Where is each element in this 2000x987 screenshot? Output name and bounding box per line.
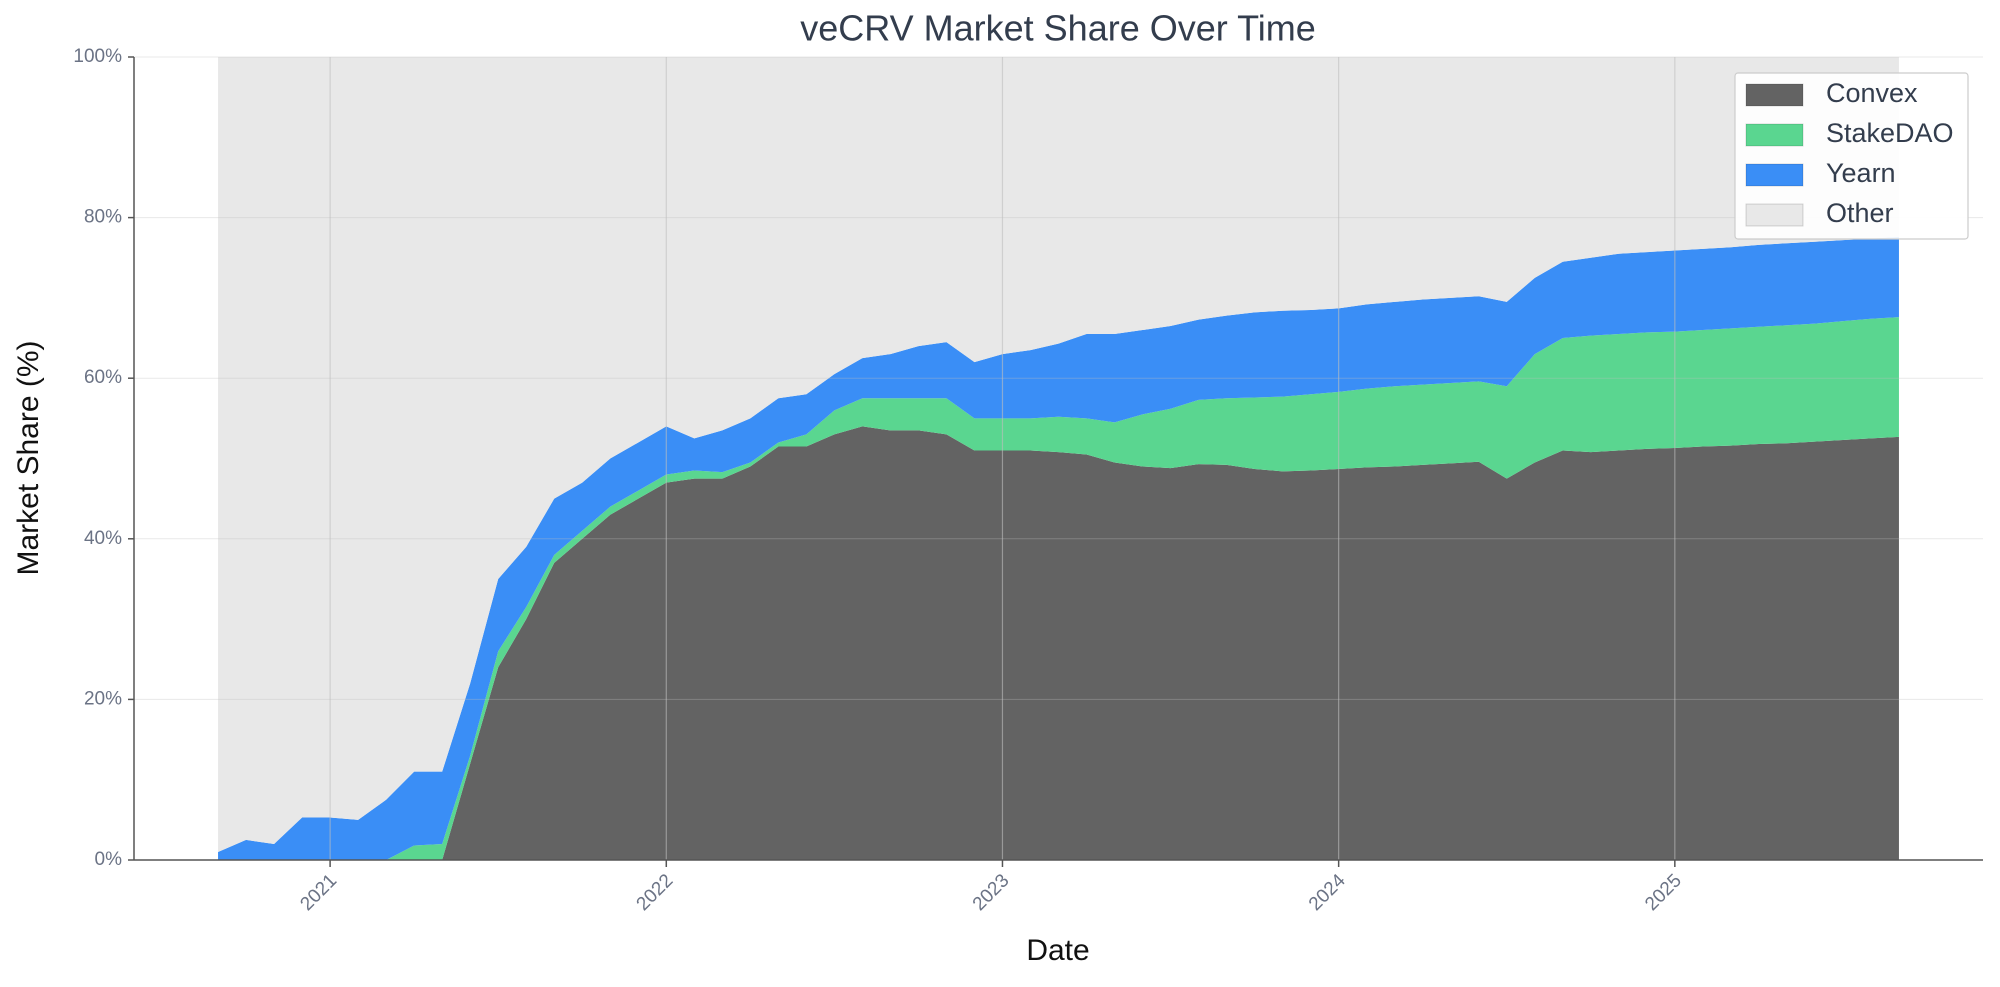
- x-axis-label: Date: [1026, 934, 1089, 967]
- y-tick-label: 40%: [84, 528, 122, 549]
- x-tick-label: 2021: [296, 870, 341, 915]
- legend-swatch: [1745, 163, 1804, 187]
- y-tick-label: 80%: [84, 207, 122, 228]
- legend-swatch: [1745, 83, 1804, 107]
- y-tick-label: 60%: [84, 367, 122, 388]
- legend-swatch: [1745, 203, 1804, 227]
- chart-title: veCRV Market Share Over Time: [800, 8, 1316, 49]
- y-tick-label: 0%: [95, 849, 123, 870]
- area: [218, 426, 1899, 860]
- legend-label: Yearn: [1826, 158, 1896, 188]
- y-axis-label: Market Share (%): [12, 340, 45, 575]
- legend-label: StakeDAO: [1826, 118, 1954, 148]
- legend: Convex StakeDAO Yearn Other: [1734, 72, 1969, 240]
- legend-label: Other: [1826, 198, 1894, 228]
- area: [218, 317, 1899, 860]
- legend-box: [1734, 72, 1969, 240]
- area: [218, 236, 1899, 860]
- x-tick-label: 2022: [633, 870, 678, 915]
- x-tick-label: 2023: [969, 870, 1014, 915]
- legend-label: Convex: [1826, 78, 1918, 108]
- legend-swatch: [1745, 123, 1804, 147]
- y-tick-label: 20%: [84, 688, 122, 709]
- x-tick-label: 2025: [1641, 870, 1686, 915]
- x-tick-label: 2024: [1305, 870, 1350, 915]
- y-tick-label: 100%: [73, 46, 122, 67]
- area: [218, 57, 1899, 852]
